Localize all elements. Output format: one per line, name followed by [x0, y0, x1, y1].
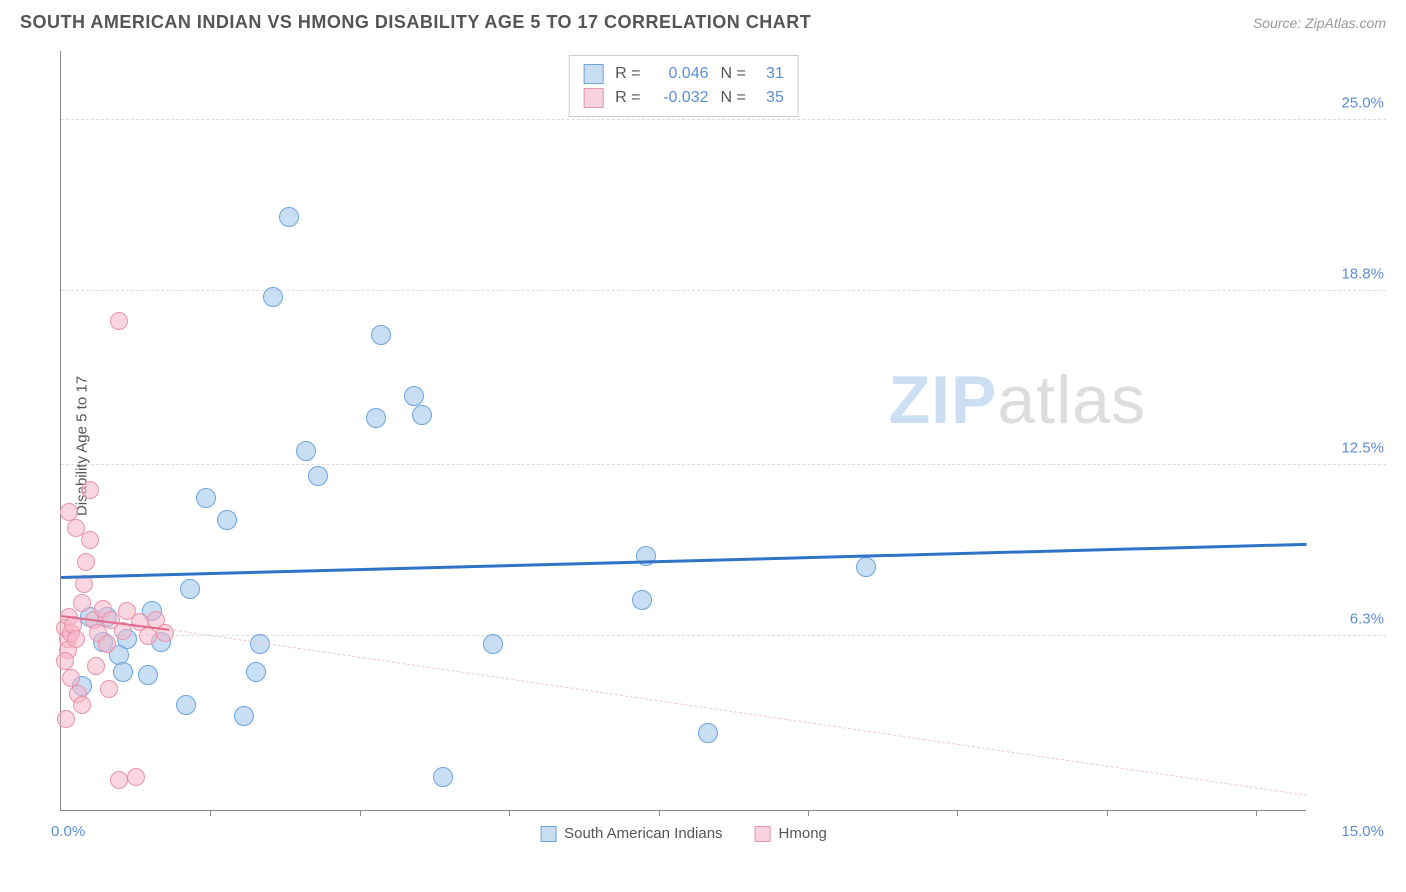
scatter-point-south_american_indians [138, 665, 158, 685]
scatter-point-hmong [67, 630, 85, 648]
trend-line-dashed [169, 629, 1307, 796]
legend-row-series-1: R = 0.046 N = 31 [583, 62, 784, 86]
scatter-point-south_american_indians [698, 723, 718, 743]
scatter-point-hmong [73, 594, 91, 612]
scatter-point-south_american_indians [113, 662, 133, 682]
n-label: N = [721, 65, 746, 83]
correlation-legend: R = 0.046 N = 31 R = -0.032 N = 35 [568, 55, 799, 117]
r-value-series-2: -0.032 [651, 89, 709, 107]
scatter-point-south_american_indians [263, 287, 283, 307]
x-tick [808, 810, 809, 816]
scatter-point-south_american_indians [404, 386, 424, 406]
y-tick-label: 25.0% [1314, 95, 1384, 112]
gridline [61, 290, 1386, 291]
scatter-point-hmong [60, 503, 78, 521]
scatter-point-hmong [73, 696, 91, 714]
scatter-point-hmong [77, 553, 95, 571]
x-tick [1107, 810, 1108, 816]
watermark-atlas: atlas [997, 362, 1146, 438]
x-tick [1256, 810, 1257, 816]
r-value-series-1: 0.046 [651, 65, 709, 83]
series-legend: South American Indians Hmong [540, 825, 827, 842]
scatter-point-hmong [127, 768, 145, 786]
legend-item-series-1: South American Indians [540, 825, 722, 842]
scatter-point-south_american_indians [279, 207, 299, 227]
x-tick [509, 810, 510, 816]
x-tick [957, 810, 958, 816]
scatter-point-south_american_indians [412, 405, 432, 425]
legend-label-series-1: South American Indians [564, 825, 722, 842]
scatter-point-south_american_indians [433, 767, 453, 787]
x-tick [360, 810, 361, 816]
plot-area: ZIPatlas R = 0.046 N = 31 R = -0.032 N =… [60, 51, 1306, 811]
scatter-point-south_american_indians [296, 441, 316, 461]
scatter-point-hmong [81, 481, 99, 499]
scatter-point-hmong [98, 635, 116, 653]
x-tick [210, 810, 211, 816]
legend-swatch-pink [583, 88, 603, 108]
scatter-point-hmong [62, 669, 80, 687]
x-axis-max-label: 15.0% [1341, 823, 1384, 840]
x-axis-min-label: 0.0% [51, 823, 85, 840]
scatter-point-south_american_indians [371, 325, 391, 345]
scatter-point-hmong [56, 652, 74, 670]
scatter-point-south_american_indians [856, 557, 876, 577]
scatter-point-south_american_indians [196, 488, 216, 508]
scatter-point-south_american_indians [308, 466, 328, 486]
watermark-logo: ZIPatlas [889, 361, 1146, 439]
legend-swatch-blue [583, 64, 603, 84]
gridline [61, 464, 1386, 465]
scatter-point-hmong [110, 312, 128, 330]
chart-header: SOUTH AMERICAN INDIAN VS HMONG DISABILIT… [0, 0, 1406, 41]
n-value-series-1: 31 [756, 65, 784, 83]
y-tick-label: 12.5% [1314, 440, 1384, 457]
scatter-point-hmong [139, 627, 157, 645]
scatter-point-hmong [67, 519, 85, 537]
y-tick-label: 6.3% [1314, 611, 1384, 628]
r-label: R = [615, 65, 640, 83]
y-tick-label: 18.8% [1314, 266, 1384, 283]
scatter-point-hmong [100, 680, 118, 698]
n-label: N = [721, 89, 746, 107]
chart-container: Disability Age 5 to 17 ZIPatlas R = 0.04… [60, 41, 1386, 851]
scatter-point-south_american_indians [632, 590, 652, 610]
watermark-zip: ZIP [889, 362, 998, 438]
scatter-point-south_american_indians [483, 634, 503, 654]
scatter-point-hmong [87, 657, 105, 675]
legend-label-series-2: Hmong [779, 825, 827, 842]
scatter-point-hmong [110, 771, 128, 789]
legend-swatch-pink [755, 826, 771, 842]
scatter-point-south_american_indians [366, 408, 386, 428]
n-value-series-2: 35 [756, 89, 784, 107]
scatter-point-south_american_indians [234, 706, 254, 726]
chart-title: SOUTH AMERICAN INDIAN VS HMONG DISABILIT… [20, 12, 811, 33]
x-tick [659, 810, 660, 816]
scatter-point-south_american_indians [180, 579, 200, 599]
r-label: R = [615, 89, 640, 107]
trend-line [61, 543, 1307, 579]
legend-item-series-2: Hmong [755, 825, 827, 842]
legend-row-series-2: R = -0.032 N = 35 [583, 86, 784, 110]
scatter-point-south_american_indians [246, 662, 266, 682]
legend-swatch-blue [540, 826, 556, 842]
scatter-point-south_american_indians [176, 695, 196, 715]
scatter-point-south_american_indians [217, 510, 237, 530]
gridline [61, 119, 1386, 120]
source-attribution: Source: ZipAtlas.com [1253, 15, 1386, 31]
scatter-point-hmong [57, 710, 75, 728]
scatter-point-hmong [81, 531, 99, 549]
